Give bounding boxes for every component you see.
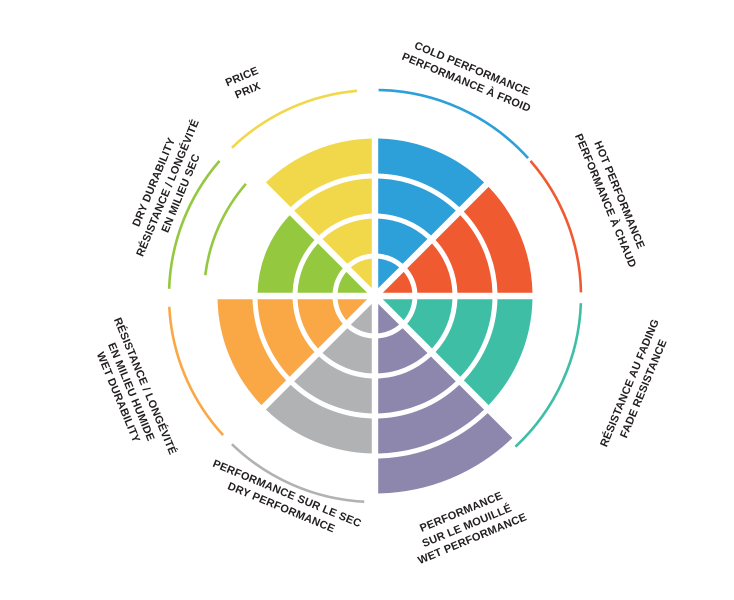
wet-performance-band-3 [378,356,456,414]
wet-performance-band-2 [378,328,428,374]
wet-durability-band-1 [337,299,368,321]
wet-durability-outer-arc [167,306,225,437]
dry-performance-outer-arc [230,443,365,504]
cold-performance-band-3 [378,178,456,236]
cold-performance-band-2 [378,218,428,264]
dry-performance-band-4 [265,384,372,454]
dry-performance-band-1 [350,303,372,334]
hot-performance-band-1 [382,271,413,293]
dry-durability-band-1 [337,271,368,293]
fade-resistance-band-4 [463,299,533,406]
price-band-3 [294,178,372,236]
wet-durability-band-4 [217,299,287,406]
cold-performance-outer-arc [378,88,530,160]
wet-performance-band-4 [378,384,485,454]
price-band-1 [350,258,372,289]
fade-resistance-band-2 [407,299,453,349]
wet-performance-band-1 [378,303,400,334]
cold-performance-band-1 [378,258,400,289]
wet-durability-band-2 [297,299,343,349]
dry-durability-inner-arc [203,182,247,276]
hot-performance-outer-arc [529,159,583,293]
price-outer-arc [230,89,358,149]
fade-resistance-band-1 [382,299,413,321]
wet-durability-band-3 [257,299,315,377]
fade-resistance-band-3 [435,299,493,377]
dry-performance-band-3 [294,356,372,414]
hot-performance-band-3 [435,215,493,293]
hot-performance-band-2 [407,243,453,293]
fade-resistance-outer-arc [514,303,583,448]
wet-performance-band-5 [378,413,513,494]
dry-durability-band-2 [297,243,343,293]
hot-performance-band-4 [463,186,533,293]
price-band-2 [322,218,372,264]
cold-performance-band-4 [378,138,485,208]
dry-durability-band-3 [257,215,315,293]
dry-durability-outer-arc [167,159,221,289]
price-band-4 [265,138,372,208]
dry-performance-band-2 [322,328,372,374]
